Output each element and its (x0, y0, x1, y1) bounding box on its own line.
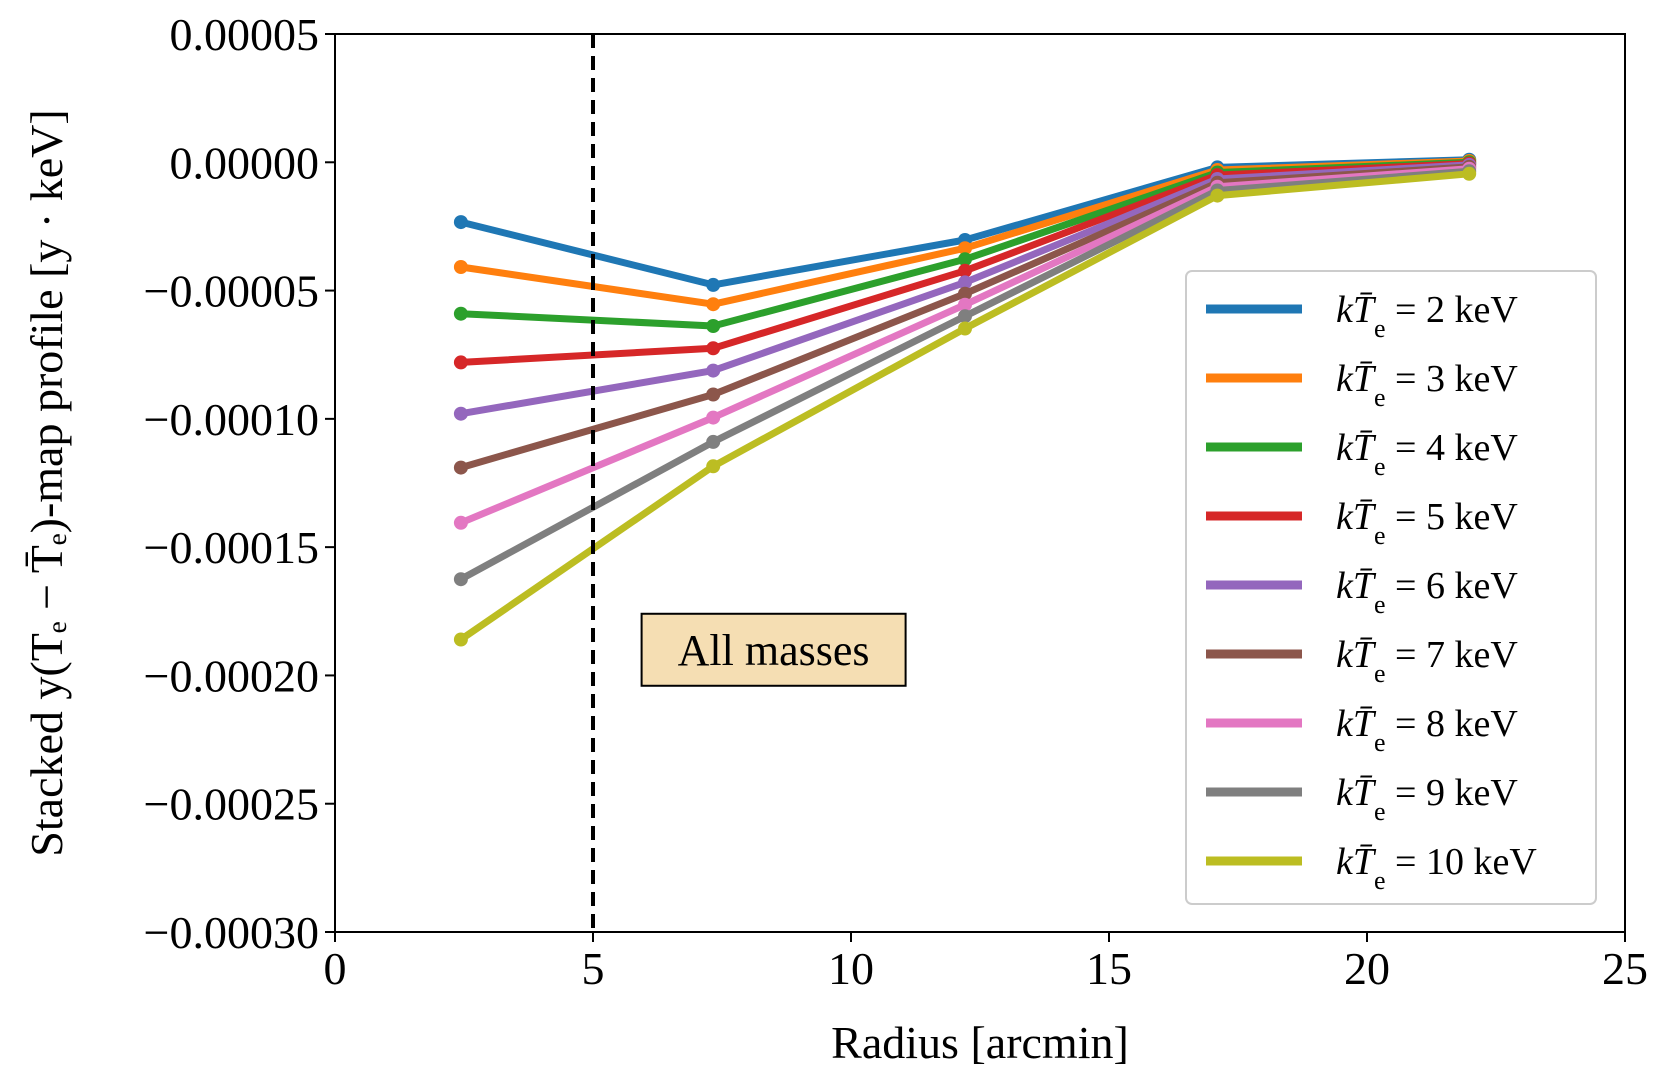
legend-item: kT̄e = 8 keV (1206, 703, 1518, 757)
y-tick-label: −0.00025 (144, 779, 319, 830)
data-point (958, 297, 972, 312)
data-point (706, 434, 721, 449)
y-tick-label: 0.00000 (170, 137, 320, 188)
legend-label: kT̄e = 7 keV (1336, 634, 1518, 688)
data-point (706, 410, 721, 425)
legend-item: kT̄e = 5 keV (1206, 496, 1518, 550)
y-tick-label: −0.00015 (144, 522, 319, 573)
x-tick-label: 15 (1086, 943, 1132, 994)
data-point (706, 297, 721, 312)
y-tick-label: −0.00030 (144, 907, 319, 958)
y-tick-label: −0.00020 (144, 650, 319, 701)
legend-label: kT̄e = 3 keV (1336, 358, 1518, 412)
annotation-text: All masses (678, 626, 870, 675)
data-point (453, 215, 468, 230)
x-tick-label: 5 (582, 943, 605, 994)
legend-label: kT̄e = 8 keV (1336, 703, 1518, 757)
legend-label: kT̄e = 5 keV (1336, 496, 1518, 550)
legend-item: kT̄e = 3 keV (1206, 358, 1518, 412)
legend-box (1185, 270, 1597, 905)
data-point (453, 515, 468, 530)
legend-item: kT̄e = 4 keV (1206, 427, 1518, 481)
data-point (1210, 188, 1225, 203)
axes-frame (334, 33, 1626, 933)
legend-label: kT̄e = 10 keV (1336, 841, 1537, 895)
legend-item: kT̄e = 10 keV (1206, 841, 1537, 895)
data-point (958, 321, 972, 336)
y-axis-label: Stacked y(Tₑ − T̄ₑ)-map profile [y · keV… (21, 109, 72, 856)
annotation-box: All masses (640, 612, 907, 687)
x-axis-label: Radius [arcmin] (831, 1017, 1129, 1068)
data-point (706, 277, 721, 292)
data-point (958, 241, 972, 256)
x-tick-label: 20 (1344, 943, 1390, 994)
data-point (958, 275, 972, 290)
data-point (453, 260, 468, 274)
data-point (706, 459, 721, 474)
y-axis: 0.00005 0.00000 −0.00005 −0.00010 −0.00015 −0… (144, 9, 335, 958)
plot-area: All masses (334, 33, 1626, 933)
data-point (453, 460, 468, 475)
data-point (1462, 166, 1477, 181)
data-point (958, 309, 972, 324)
legend-item: kT̄e = 9 keV (1206, 772, 1518, 826)
data-point (958, 286, 972, 301)
legend-label: kT̄e = 9 keV (1336, 772, 1518, 826)
legend-item: kT̄e = 7 keV (1206, 634, 1518, 688)
legend-label: kT̄e = 4 keV (1336, 427, 1518, 481)
data-point (453, 632, 468, 647)
x-tick-label: 25 (1602, 943, 1648, 994)
legend: kT̄e = 2 keV kT̄e = 3 keV kT̄e = 4 keV kT̄e… (1185, 270, 1597, 905)
data-point (706, 363, 721, 378)
data-point (453, 355, 468, 370)
y-tick-label: −0.00010 (144, 394, 319, 445)
data-point (958, 252, 972, 267)
legend-item: kT̄e = 2 keV (1206, 289, 1518, 343)
data-point (453, 572, 468, 587)
x-tick-label: 10 (828, 943, 874, 994)
annotation-box-bg (640, 612, 907, 687)
data-point (958, 263, 972, 278)
data-point (706, 387, 721, 402)
y-tick-label: −0.00005 (144, 266, 319, 317)
data-point (453, 406, 468, 421)
legend-item: kT̄e = 6 keV (1206, 565, 1518, 619)
x-tick-label: 0 (324, 943, 347, 994)
legend-label: kT̄e = 2 keV (1336, 289, 1518, 343)
x-axis: 0 5 10 15 20 25 (324, 932, 1648, 994)
legend-label: kT̄e = 6 keV (1336, 565, 1518, 619)
series-group (453, 152, 1477, 647)
data-point (706, 319, 721, 333)
data-point (706, 341, 721, 356)
data-point (453, 306, 468, 321)
y-tick-label: 0.00005 (170, 9, 320, 60)
